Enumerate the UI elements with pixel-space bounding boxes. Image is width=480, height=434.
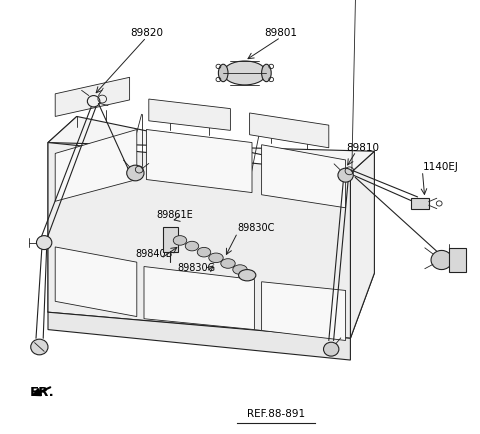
Polygon shape: [250, 114, 329, 148]
Polygon shape: [350, 152, 374, 339]
Ellipse shape: [209, 253, 223, 263]
FancyBboxPatch shape: [449, 249, 466, 272]
Polygon shape: [48, 117, 77, 312]
Circle shape: [431, 251, 452, 270]
Circle shape: [338, 169, 353, 183]
Ellipse shape: [221, 259, 235, 269]
Circle shape: [36, 236, 52, 250]
Polygon shape: [262, 145, 346, 208]
FancyBboxPatch shape: [163, 227, 178, 253]
Ellipse shape: [218, 65, 228, 82]
Polygon shape: [55, 247, 137, 317]
Text: 1140EJ: 1140EJ: [422, 162, 458, 172]
Polygon shape: [48, 143, 350, 339]
Polygon shape: [48, 117, 374, 174]
Polygon shape: [55, 78, 130, 117]
Polygon shape: [144, 267, 254, 330]
FancyBboxPatch shape: [411, 199, 429, 209]
Circle shape: [324, 342, 339, 356]
Text: 89801: 89801: [264, 28, 297, 37]
Text: FR.: FR.: [30, 385, 55, 398]
Circle shape: [31, 339, 48, 355]
Text: 89820: 89820: [130, 28, 163, 37]
Polygon shape: [55, 130, 137, 202]
Polygon shape: [146, 130, 252, 193]
Text: 89830G: 89830G: [178, 262, 216, 272]
Text: 89840B: 89840B: [135, 249, 172, 259]
Ellipse shape: [233, 265, 247, 275]
Polygon shape: [149, 100, 230, 131]
Ellipse shape: [223, 62, 266, 85]
Circle shape: [127, 166, 144, 181]
Text: 89830C: 89830C: [238, 223, 275, 233]
Polygon shape: [48, 243, 374, 339]
Text: REF.88-891: REF.88-891: [247, 408, 305, 418]
Text: 89810: 89810: [346, 143, 379, 152]
Ellipse shape: [239, 270, 256, 281]
Ellipse shape: [197, 248, 211, 257]
Ellipse shape: [173, 236, 187, 246]
Polygon shape: [48, 312, 350, 360]
Ellipse shape: [262, 65, 271, 82]
Ellipse shape: [185, 242, 199, 251]
Text: 89861E: 89861E: [157, 210, 193, 220]
Polygon shape: [262, 282, 346, 341]
